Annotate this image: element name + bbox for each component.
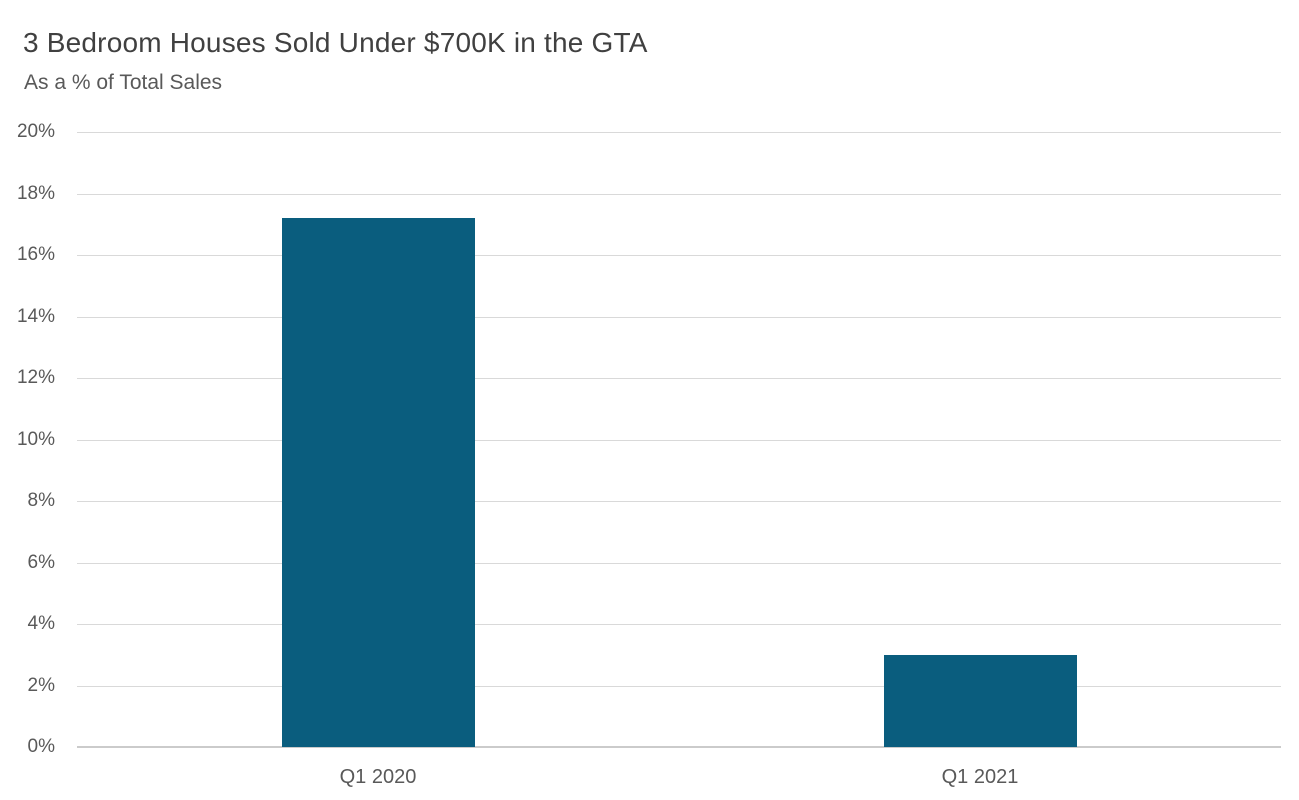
y-tick-label: 0% bbox=[27, 736, 55, 757]
y-tick-label: 16% bbox=[16, 244, 55, 265]
gridline bbox=[77, 439, 1281, 441]
y-tick-label: 8% bbox=[27, 490, 55, 511]
y-tick-label: 18% bbox=[16, 182, 55, 204]
y-tick-label: 2% bbox=[27, 674, 55, 696]
x-tick-label: Q1 2020 bbox=[339, 766, 417, 788]
y-tick-label: 20% bbox=[16, 121, 55, 142]
gridline bbox=[77, 624, 1281, 625]
chart-title: 3 Bedroom Houses Sold Under $700K in the… bbox=[23, 27, 648, 58]
plot-area bbox=[77, 132, 1281, 748]
bar-q1-2020 bbox=[282, 218, 475, 747]
gridline bbox=[77, 562, 1281, 564]
chart-subtitle: As a % of Total Sales bbox=[24, 71, 223, 94]
y-tick-label: 12% bbox=[16, 367, 55, 388]
y-tick-label: 10% bbox=[16, 428, 55, 450]
x-tick-label: Q1 2021 bbox=[941, 766, 1019, 788]
gridline bbox=[77, 193, 1281, 195]
gridline bbox=[77, 501, 1281, 502]
y-tick-label: 6% bbox=[27, 551, 55, 573]
y-tick-label: 4% bbox=[27, 613, 55, 634]
gridline bbox=[77, 132, 1281, 133]
x-axis-line bbox=[77, 746, 1281, 748]
y-tick-label: 14% bbox=[16, 305, 55, 327]
bar-q1-2021 bbox=[884, 655, 1077, 747]
gridline bbox=[77, 378, 1281, 379]
gridline bbox=[77, 316, 1281, 318]
gridline bbox=[77, 255, 1281, 256]
gridline bbox=[77, 685, 1281, 687]
